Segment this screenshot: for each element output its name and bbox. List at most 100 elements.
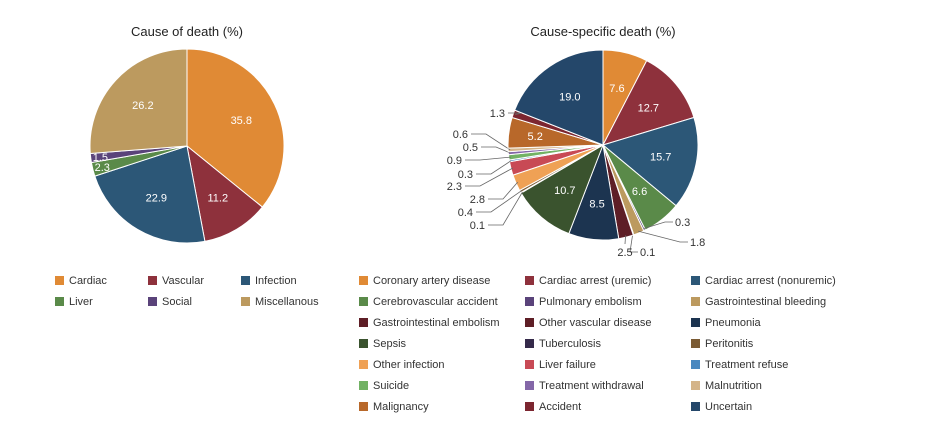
legend-item[interactable]: Peritonitis [691,337,753,351]
pie-slice-cardiac-arrest-nonuremic [601,116,699,207]
legend-item[interactable]: Pneumonia [691,316,761,330]
legend-item[interactable]: Pulmonary embolism [525,295,642,309]
legend-item[interactable]: Gastrointestinal bleeding [691,295,826,309]
data-label: 1.8 [690,237,705,249]
leader-line [624,235,626,245]
legend-label: Gastrointestinal embolism [373,317,500,329]
legend-swatch [691,402,700,411]
legend-item[interactable]: Accident [525,400,581,414]
data-label: 1.5 [93,152,108,164]
legend-label: Treatment refuse [705,359,789,371]
legend-label: Sepsis [373,338,407,350]
leader-line [643,221,673,230]
legend-label: Liver failure [539,359,596,371]
legend-item[interactable]: Social [148,295,192,309]
legend-swatch [359,339,368,348]
legend-item[interactable]: Uncertain [691,400,752,414]
legend-swatch [148,276,157,285]
leader-line [488,191,523,226]
legend-item[interactable]: Liver [55,295,93,309]
leader-line [476,190,523,213]
leader-line [637,230,688,243]
legend-item[interactable]: Infection [241,274,297,288]
legend-swatch [359,360,368,369]
legend-label: Infection [255,275,297,287]
data-label: 2.3 [447,181,462,193]
legend-item[interactable]: Miscellanous [241,295,319,309]
legend-item[interactable]: Sepsis [359,337,406,351]
data-label: 11.2 [208,193,229,205]
legend-swatch [525,318,534,327]
legend-label: Vascular [162,275,204,287]
legend-item[interactable]: Suicide [359,379,409,393]
legend-swatch [525,402,534,411]
data-label: 2.3 [95,162,110,174]
legend-swatch [525,381,534,390]
legend-item[interactable]: Other infection [359,358,445,372]
legend-swatch [359,381,368,390]
legend-label: Suicide [373,380,410,392]
data-label: 0.9 [447,155,462,167]
legend-item[interactable]: Tuberculosis [525,337,601,351]
leader-line [488,181,519,200]
legend-item[interactable]: Cardiac [55,274,107,288]
legend-swatch [55,276,64,285]
leader-line [465,167,514,187]
legend-label: Peritonitis [705,338,754,350]
legend-label: Coronary artery disease [373,275,491,287]
legend-label: Cardiac arrest (nonuremic) [705,275,836,287]
leader-line [471,133,511,151]
pie-slice-infection [94,145,206,244]
data-label: 1.3 [490,108,505,120]
data-label: 2.5 [617,247,632,259]
legend-label: Other vascular disease [539,317,652,329]
legend-item[interactable]: Treatment refuse [691,358,788,372]
legend-item[interactable]: Vascular [148,274,204,288]
legend-item[interactable]: Cerebrovascular accident [359,295,498,309]
legend-swatch [359,402,368,411]
legend-item[interactable]: Cardiac arrest (uremic) [525,274,651,288]
data-label: 26.2 [132,100,153,112]
legend-swatch [359,297,368,306]
data-label: 19.0 [559,91,580,103]
legend-label: Other infection [373,359,445,371]
legend-swatch [525,297,534,306]
legend-item[interactable]: Treatment withdrawal [525,379,644,393]
data-label: 0.1 [470,220,485,232]
legend-label: Pulmonary embolism [539,296,642,308]
legend-item[interactable]: Malnutrition [691,379,762,393]
data-label: 5.2 [528,131,543,143]
data-label: 0.1 [640,247,655,259]
legend-swatch [691,360,700,369]
pie-slice-uncertain [513,49,604,146]
pie-slice-vascular [186,144,264,242]
legend-item[interactable]: Coronary artery disease [359,274,490,288]
legend-label: Cardiac arrest (uremic) [539,275,652,287]
data-label: 0.4 [458,207,473,219]
pie-cause-of-death: 35.8 11.2 22.9 2.31.5 26.2 [89,48,285,244]
data-label: 2.8 [470,194,485,206]
data-label: 22.9 [146,193,167,205]
legend-item[interactable]: Other vascular disease [525,316,652,330]
legend-swatch [525,360,534,369]
pie-cause-specific-death: 7.612.715.76.60.31.80.12.58.510.70.10.42… [447,49,705,259]
pie-slice-miscellanous [89,48,188,155]
data-label: 15.7 [650,152,671,164]
legend-item[interactable]: Cardiac arrest (nonuremic) [691,274,836,288]
data-label: 8.5 [589,199,604,211]
data-label: 0.5 [463,142,478,154]
leader-line [629,233,638,253]
legend-label: Tuberculosis [539,338,601,350]
data-label: 0.3 [675,217,690,229]
legend-swatch [691,276,700,285]
legend-item[interactable]: Gastrointestinal embolism [359,316,500,330]
legend-item[interactable]: Liver failure [525,358,596,372]
legend-swatch [525,276,534,285]
legend-swatch [359,318,368,327]
legend-label: Cardiac [69,275,107,287]
legend-swatch [148,297,157,306]
legend-item[interactable]: Malignancy [359,400,429,414]
legend-label: Liver [69,296,93,308]
legend-swatch [691,339,700,348]
